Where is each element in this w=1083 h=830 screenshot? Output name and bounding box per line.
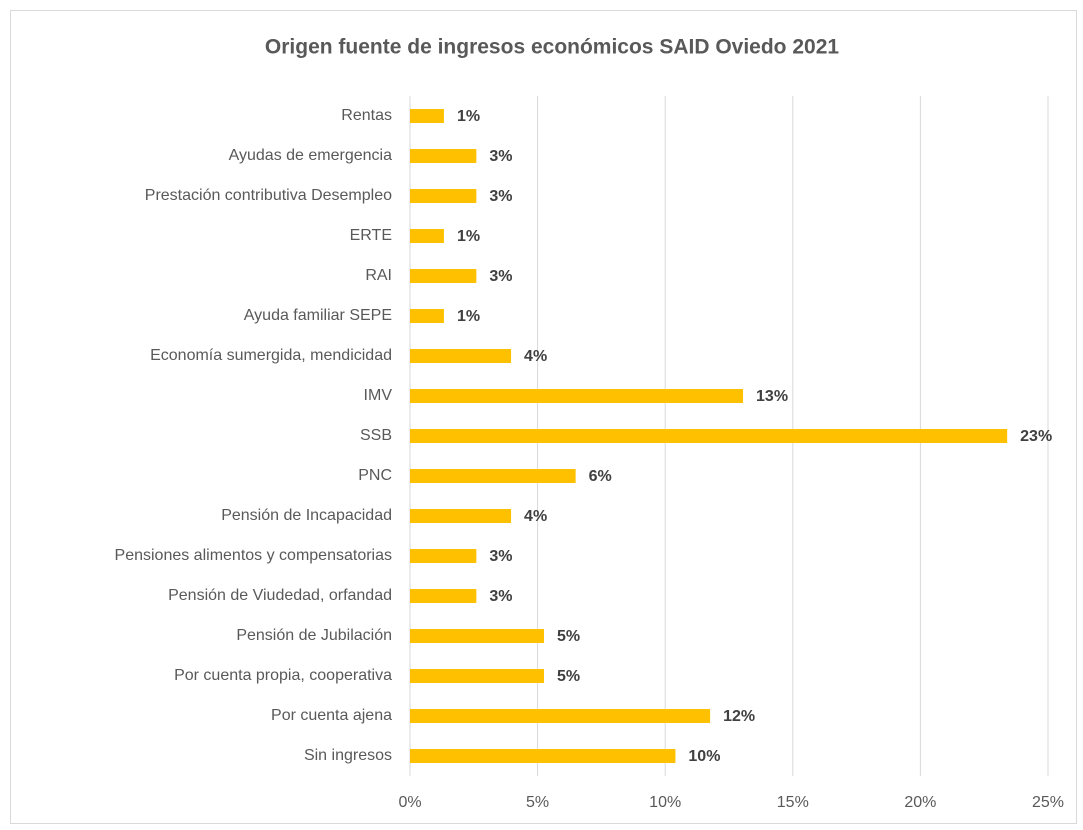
value-label: 4% xyxy=(524,348,547,365)
value-label: 1% xyxy=(457,108,480,125)
bar xyxy=(410,629,544,643)
value-label: 3% xyxy=(489,548,512,565)
value-label: 1% xyxy=(457,228,480,245)
value-label: 4% xyxy=(524,508,547,525)
bar xyxy=(410,189,477,203)
y-tick-label: ERTE xyxy=(350,227,392,244)
y-tick-label: Ayuda familiar SEPE xyxy=(244,307,392,324)
x-tick-label: 15% xyxy=(777,794,809,811)
bar xyxy=(410,349,512,363)
y-tick-label: SSB xyxy=(360,427,392,444)
x-tick-label: 5% xyxy=(526,794,549,811)
value-label: 5% xyxy=(557,628,580,645)
value-label: 10% xyxy=(688,748,720,765)
value-label: 12% xyxy=(723,708,755,725)
y-tick-label: Economía sumergida, mendicidad xyxy=(150,347,392,364)
y-tick-label: Por cuenta propia, cooperativa xyxy=(174,667,392,684)
x-tick-label: 10% xyxy=(649,794,681,811)
y-tick-label: Pensión de Jubilación xyxy=(236,627,392,644)
bar xyxy=(410,469,576,483)
y-tick-label: IMV xyxy=(364,387,393,404)
y-tick-label: Por cuenta ajena xyxy=(271,707,392,724)
y-tick-label: Pensión de Incapacidad xyxy=(221,507,392,524)
bar xyxy=(410,429,1008,443)
y-tick-label: Prestación contributiva Desempleo xyxy=(145,187,392,204)
value-label: 1% xyxy=(457,308,480,325)
y-tick-label: PNC xyxy=(358,467,392,484)
bar xyxy=(410,109,444,123)
value-label: 13% xyxy=(756,388,788,405)
value-label: 3% xyxy=(489,188,512,205)
chart-title: Origen fuente de ingresos económicos SAI… xyxy=(265,36,839,59)
bar xyxy=(410,549,477,563)
x-tick-label: 0% xyxy=(398,794,421,811)
bar xyxy=(410,229,444,243)
x-tick-label: 20% xyxy=(904,794,936,811)
chart-border xyxy=(10,10,1077,824)
bar xyxy=(410,669,544,683)
y-tick-label: Pensiones alimentos y compensatorias xyxy=(115,547,392,564)
bar xyxy=(410,269,477,283)
value-label: 3% xyxy=(489,268,512,285)
y-tick-label: Ayudas de emergencia xyxy=(229,147,392,164)
bar xyxy=(410,389,744,403)
value-label: 6% xyxy=(589,468,612,485)
bar xyxy=(410,149,477,163)
bar xyxy=(410,709,711,723)
value-label: 23% xyxy=(1020,428,1052,445)
bar xyxy=(410,309,444,323)
y-tick-label: Rentas xyxy=(341,107,392,124)
value-label: 3% xyxy=(489,588,512,605)
bar xyxy=(410,509,512,523)
value-label: 3% xyxy=(489,148,512,165)
value-label: 5% xyxy=(557,668,580,685)
y-tick-label: Pensión de Viudedad, orfandad xyxy=(168,587,392,604)
y-tick-label: Sin ingresos xyxy=(304,747,392,764)
x-tick-label: 25% xyxy=(1032,794,1064,811)
bar xyxy=(410,589,477,603)
bar xyxy=(410,749,676,763)
y-tick-label: RAI xyxy=(365,267,392,284)
